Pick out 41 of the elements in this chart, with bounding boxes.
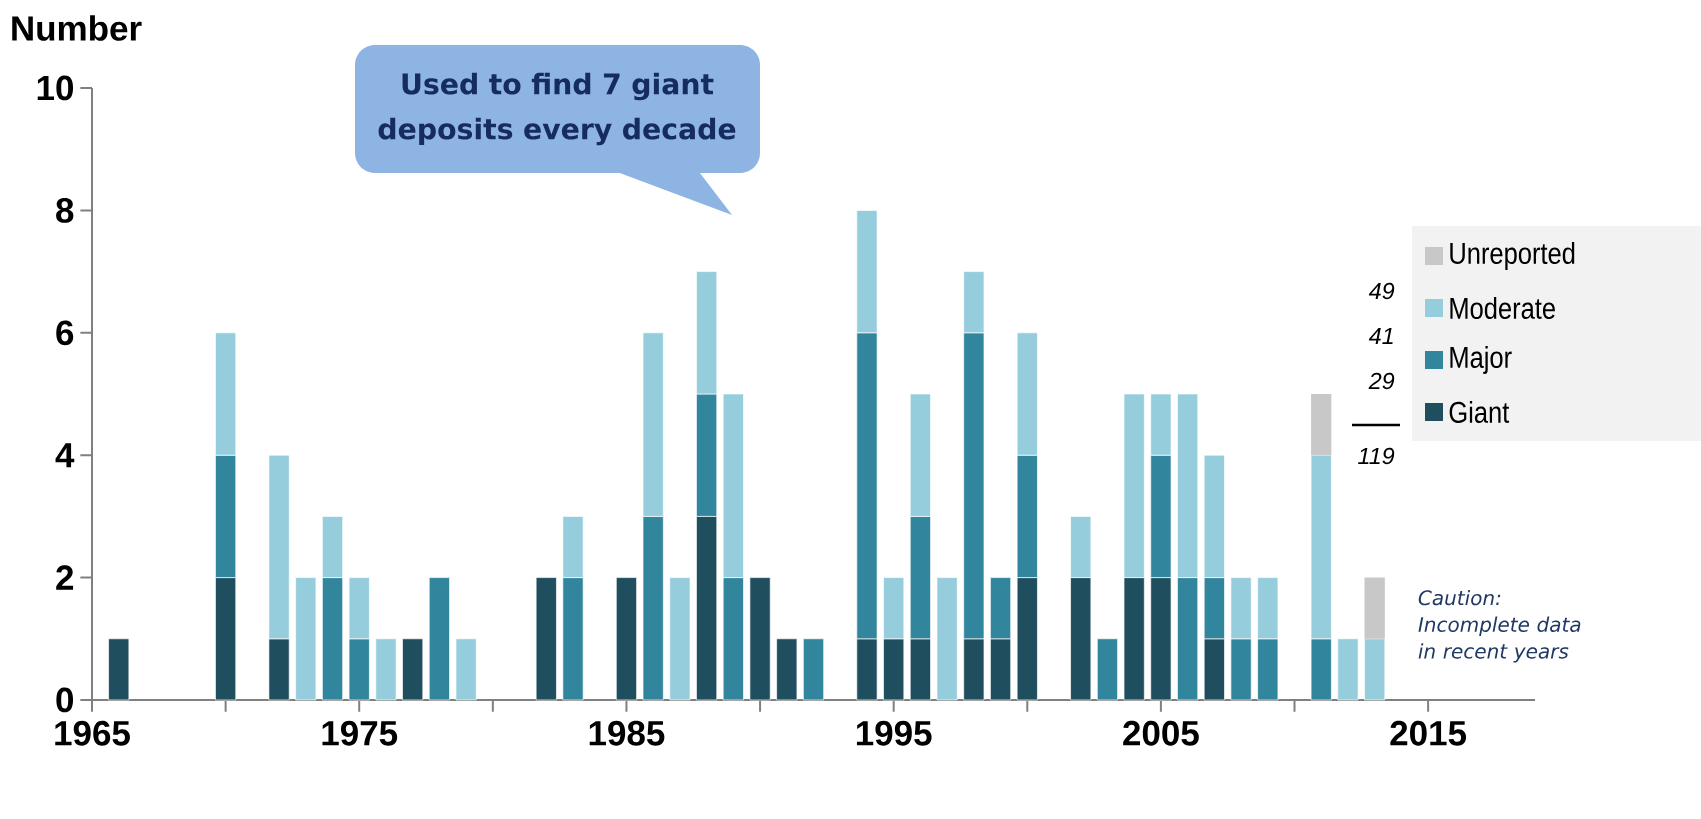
legend-label: Major <box>1450 345 1512 374</box>
bar <box>535 577 557 701</box>
bar <box>455 638 477 701</box>
x-tick-label: 2005 <box>1123 720 1199 746</box>
y-axis-title: Number <box>12 15 142 41</box>
bar <box>1311 393 1332 456</box>
y-tick-label: 2 <box>56 565 74 590</box>
bar <box>669 577 691 701</box>
bar <box>1364 638 1386 701</box>
annotation: Caution: Incomplete data in recent years <box>1418 589 1581 663</box>
x-tick-label: 1975 <box>322 720 398 746</box>
annotation: 119 <box>1358 447 1395 465</box>
bar <box>615 577 637 701</box>
y-tick-label: 10 <box>37 75 74 101</box>
bar <box>108 638 130 701</box>
annotation: 49 <box>1368 282 1395 300</box>
bar <box>375 638 397 701</box>
bar <box>936 577 958 701</box>
annotation: 41 <box>1368 327 1393 345</box>
bar <box>295 577 317 701</box>
bar <box>749 577 771 701</box>
legend-label: Giant <box>1449 400 1510 423</box>
y-tick-label: 4 <box>55 443 75 468</box>
y-tick-label: 8 <box>56 197 74 223</box>
x-tick-label: 2015 <box>1390 720 1467 746</box>
annotation: 29 <box>1368 372 1395 390</box>
x-tick-label: 1965 <box>55 720 130 746</box>
y-tick-label: 6 <box>56 320 74 346</box>
bar <box>402 638 424 701</box>
annotation: Used to find 7 giant deposits every decade <box>378 72 736 146</box>
bar <box>1096 638 1118 701</box>
legend-label: Unreported <box>1450 241 1575 270</box>
bar <box>1337 638 1359 701</box>
legend-label: Moderate <box>1450 296 1555 319</box>
bar <box>428 577 450 701</box>
bar <box>803 638 824 701</box>
bar <box>776 638 798 701</box>
y-tick-label: 0 <box>56 687 74 713</box>
x-tick-label: 1995 <box>856 720 932 746</box>
bar <box>1364 577 1385 639</box>
x-tick-label: 1985 <box>589 720 665 746</box>
